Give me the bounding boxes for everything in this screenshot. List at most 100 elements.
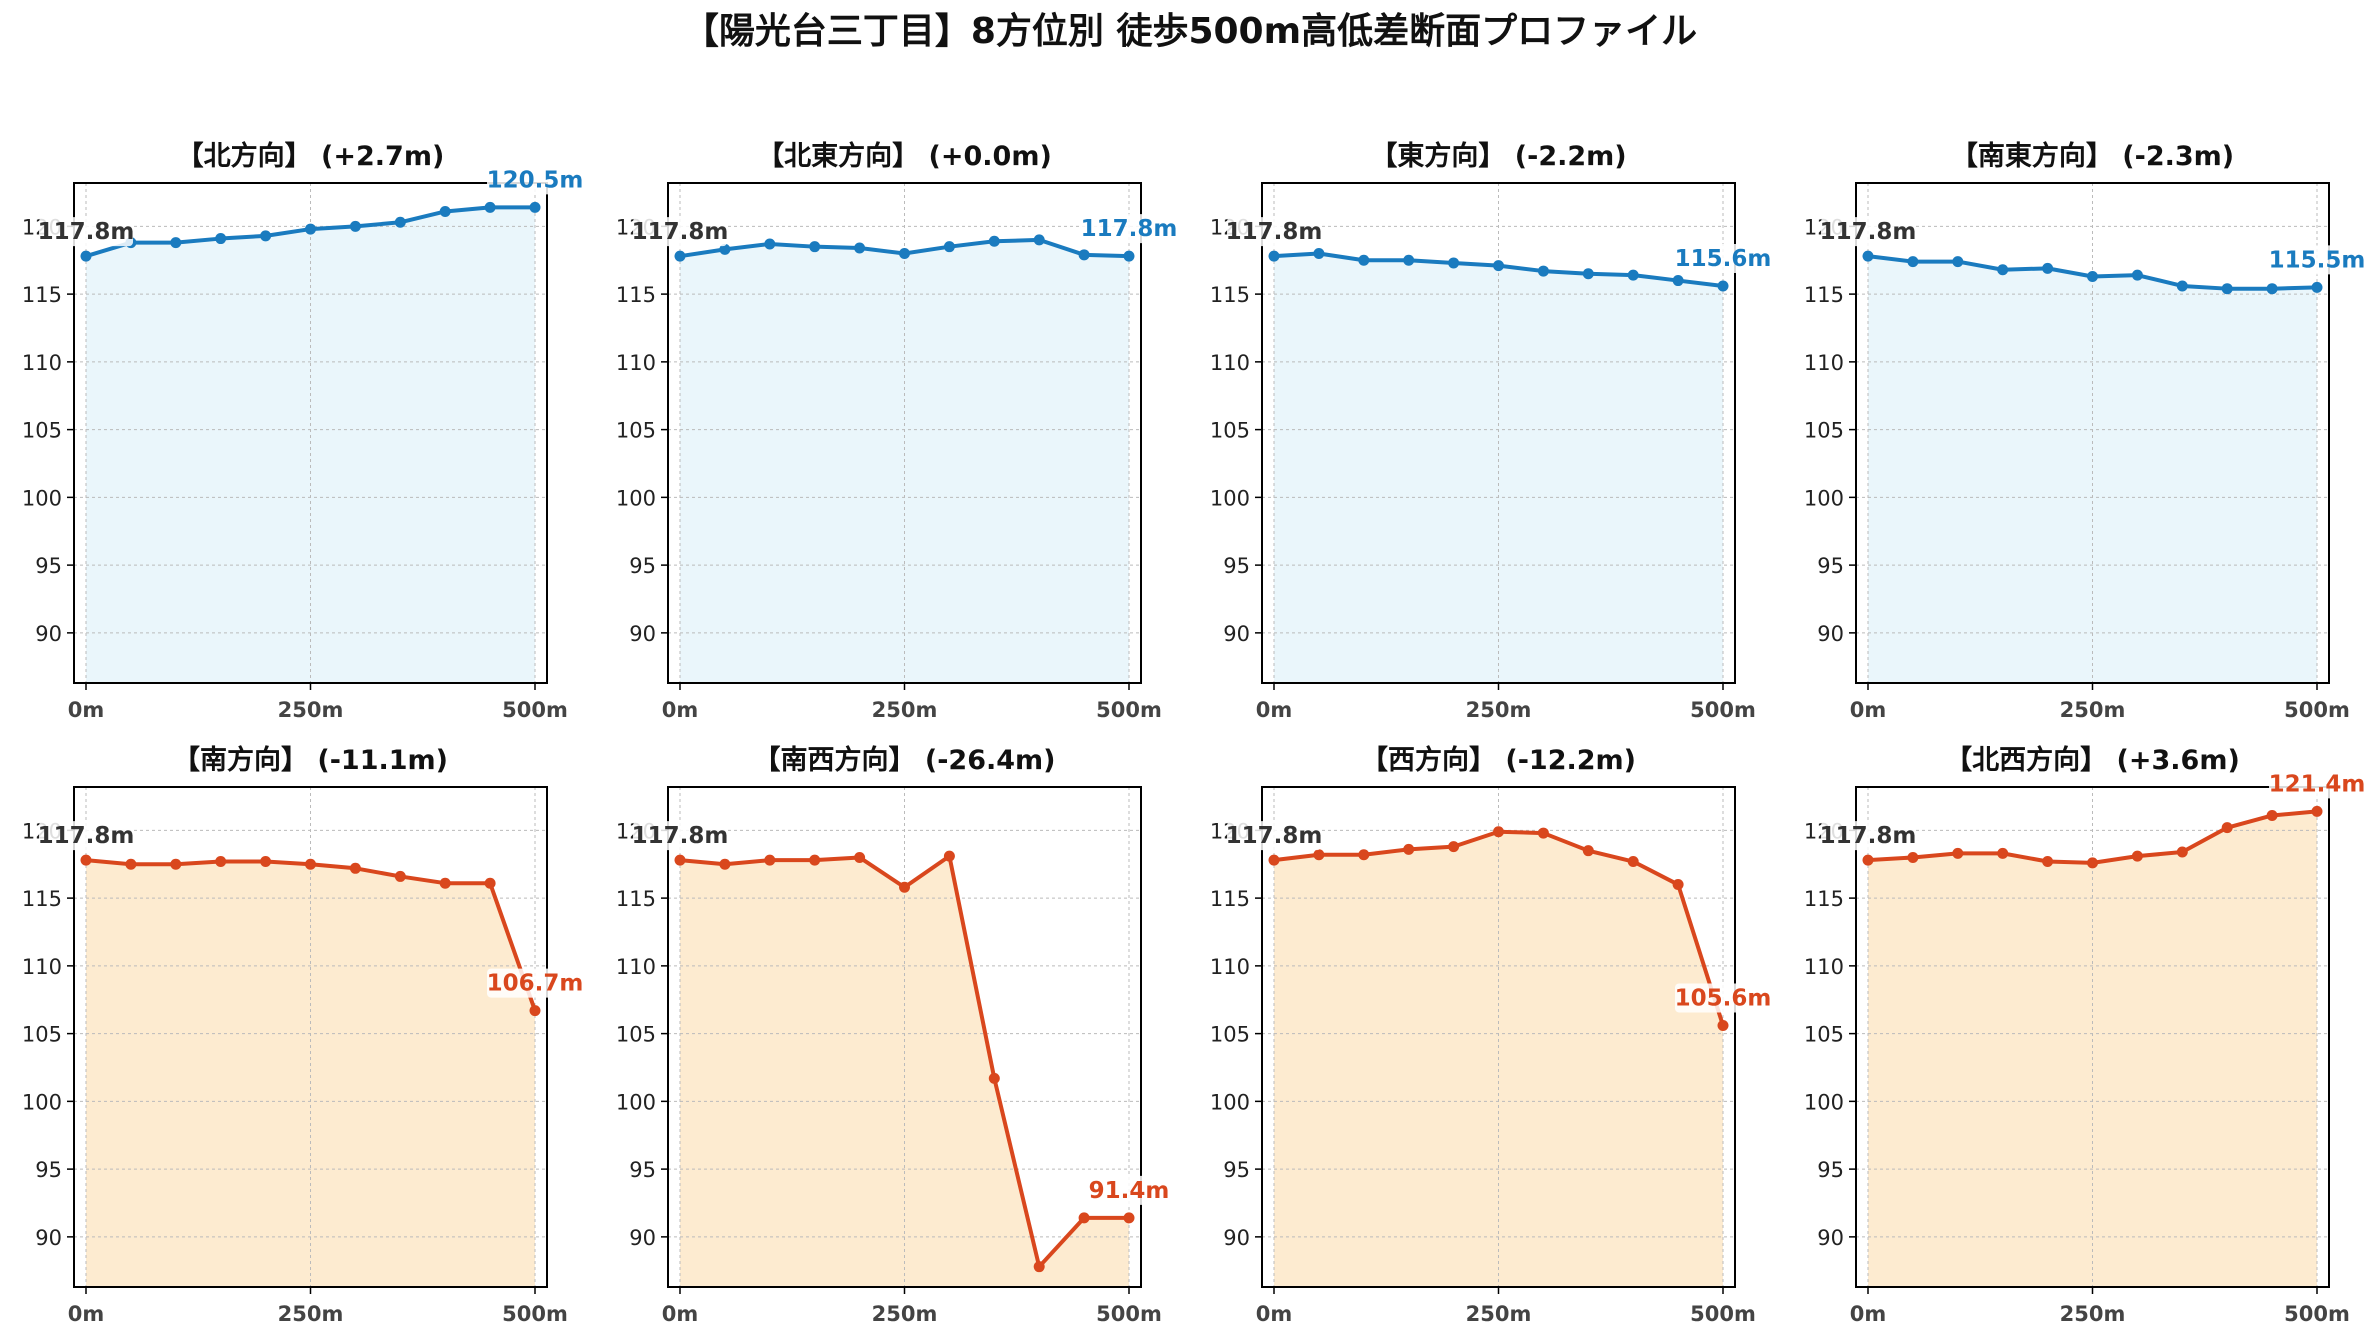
data-point [943, 241, 955, 253]
start-label-box [1821, 821, 1915, 851]
y-tick-label: 115 [1804, 887, 1844, 911]
data-point [719, 243, 731, 255]
data-point [2042, 262, 2054, 274]
x-tick-label: 500m [502, 698, 568, 722]
y-tick-label: 110 [1804, 955, 1844, 979]
y-tick-label: 105 [22, 1023, 62, 1047]
y-tick-label: 90 [1223, 1226, 1250, 1250]
chart-title: 【東方向】 (-2.2m) [1370, 140, 1626, 172]
data-point [1078, 1212, 1090, 1224]
start-label-box [1821, 217, 1915, 247]
data-point [215, 233, 227, 245]
y-tick-label: 95 [1817, 554, 1844, 578]
chart-title: 【南方向】 (-11.1m) [173, 744, 448, 776]
data-point [80, 250, 92, 262]
data-point [2176, 280, 2188, 292]
chart-title: 【西方向】 (-12.2m) [1361, 744, 1636, 776]
end-label-box [487, 165, 583, 195]
data-point [1997, 264, 2009, 276]
y-tick-label: 105 [616, 419, 656, 443]
y-tick-label: 105 [22, 419, 62, 443]
data-point [1862, 854, 1874, 866]
area-fill [86, 860, 535, 1287]
data-point [1448, 841, 1460, 853]
data-point [305, 223, 316, 235]
x-tick-label: 0m [662, 1302, 699, 1326]
data-point [2176, 846, 2188, 858]
data-point [1078, 249, 1090, 261]
data-point [1537, 827, 1549, 839]
chart-panel-6: 【南西方向】 (-26.4m)90951001051101151200m250m… [616, 744, 1177, 1326]
data-point [2221, 283, 2233, 295]
y-tick-label: 110 [1804, 351, 1844, 375]
start-value-label: 117.8m [38, 823, 135, 849]
end-value-label: 120.5m [487, 167, 584, 193]
x-tick-label: 250m [872, 1302, 938, 1326]
data-point [764, 238, 776, 250]
y-tick-label: 90 [35, 622, 62, 646]
end-value-label: 106.7m [487, 971, 584, 997]
y-tick-label: 95 [1223, 1158, 1250, 1182]
data-point [2087, 270, 2098, 282]
data-point [1997, 847, 2009, 859]
x-tick-label: 0m [68, 1302, 105, 1326]
data-point [394, 870, 406, 882]
data-point [674, 854, 686, 866]
data-point [1672, 879, 1684, 891]
area-fill [1868, 811, 2317, 1287]
chart-panel-7: 【西方向】 (-12.2m)90951001051101151200m250m5… [1210, 744, 1771, 1326]
y-tick-label: 110 [616, 955, 656, 979]
end-label-box [487, 968, 583, 998]
data-point [1033, 234, 1045, 246]
data-point [170, 858, 182, 870]
x-tick-label: 0m [1850, 1302, 1887, 1326]
data-point [764, 854, 776, 866]
data-point [988, 1072, 1000, 1084]
y-tick-label: 105 [1210, 1023, 1250, 1047]
y-tick-label: 115 [1804, 283, 1844, 307]
data-point [125, 858, 137, 870]
y-tick-label: 110 [1210, 955, 1250, 979]
start-label-box [39, 217, 133, 247]
data-point [674, 250, 686, 262]
end-value-label: 117.8m [1081, 216, 1178, 242]
chart-panel-4: 【南東方向】 (-2.3m)90951001051101151200m250m5… [1804, 140, 2365, 722]
data-point [349, 220, 361, 232]
y-tick-label: 90 [629, 1226, 656, 1250]
x-tick-label: 250m [2060, 698, 2126, 722]
y-tick-label: 105 [1804, 419, 1844, 443]
y-tick-label: 95 [35, 1158, 62, 1182]
data-point [1123, 250, 1135, 262]
data-point [394, 216, 406, 228]
data-point [1907, 256, 1919, 268]
chart-panel-1: 【北方向】 (+2.7m)90951001051101151200m250m50… [22, 140, 583, 722]
area-fill [1868, 256, 2317, 683]
x-tick-label: 250m [278, 698, 344, 722]
x-tick-label: 250m [278, 1302, 344, 1326]
y-tick-label: 115 [1210, 887, 1250, 911]
start-value-label: 117.8m [1820, 823, 1917, 849]
data-point [260, 856, 272, 868]
start-value-label: 117.8m [1226, 219, 1323, 245]
data-point [439, 205, 451, 217]
start-label-box [633, 821, 727, 851]
data-point [484, 201, 496, 213]
data-point [2042, 856, 2054, 868]
data-point [1627, 269, 1639, 281]
y-tick-label: 90 [629, 622, 656, 646]
data-point [1403, 843, 1415, 855]
data-point [1358, 849, 1370, 861]
start-value-label: 117.8m [632, 219, 729, 245]
x-tick-label: 500m [2284, 1302, 2350, 1326]
data-point [719, 858, 731, 870]
chart-panel-3: 【東方向】 (-2.2m)90951001051101151200m250m50… [1210, 140, 1771, 722]
data-point [1537, 265, 1549, 277]
x-tick-label: 250m [1466, 1302, 1532, 1326]
x-tick-label: 0m [1256, 1302, 1293, 1326]
end-label-box [1081, 214, 1177, 244]
y-tick-label: 100 [1210, 486, 1250, 510]
y-tick-label: 90 [1817, 1226, 1844, 1250]
x-tick-label: 250m [872, 698, 938, 722]
data-point [349, 862, 361, 874]
